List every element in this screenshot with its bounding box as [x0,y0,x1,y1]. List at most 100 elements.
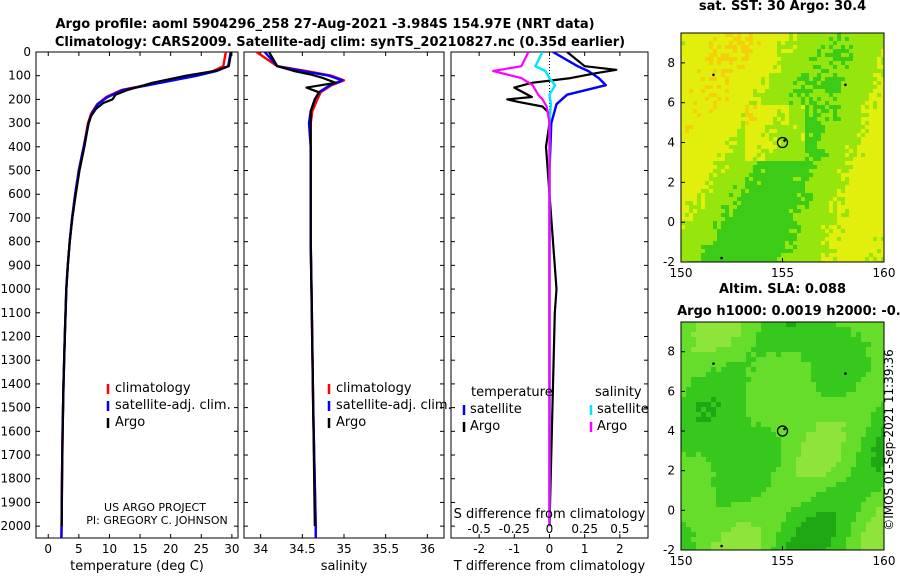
sst_map-cell [793,221,798,226]
sst_map-cell [693,173,698,178]
sst_map-cell [785,249,790,254]
sst_map-cell [753,101,758,106]
sla_map-cell [806,522,812,528]
sst_map-cell [681,225,686,230]
sla_map-cell [726,342,732,348]
sst_map-cell [705,121,710,126]
sst_map-cell [741,229,746,234]
sst_map-cell [817,245,822,250]
sla_map-cell [711,522,717,528]
sst_map-cell [781,49,786,54]
sst_map-cell [881,181,884,186]
sst_map-cell [725,33,730,38]
sla_map-cell [811,322,817,328]
sst_map-cell [713,49,718,54]
sst_map-cell [853,125,858,130]
sst_map-cell [829,169,834,174]
sst_map-cell [713,41,718,46]
sla_map-cell [721,322,727,328]
sst_map-cell [861,101,866,106]
sst_map-cell [777,189,782,194]
sla_map-cell [831,482,837,488]
sla_map-cell [796,442,802,448]
sla_map-cell [791,462,797,468]
sla_map-cell [746,322,752,328]
sla_map-cell [761,532,767,538]
sst_map-cell [837,217,842,222]
sst_map-cell [737,253,742,258]
sla_map-cell [736,422,742,428]
sla_map-cell [776,422,782,428]
sst_map-cell [693,161,698,166]
sst_map-cell [693,237,698,242]
sst_map-cell [825,145,830,150]
sst_map-cell [765,81,770,86]
sst_map-cell [689,121,694,126]
sla_map-cell [851,422,857,428]
sst_map-cell [781,165,786,170]
sla_map-cell [741,392,747,398]
sla_map-cell [796,357,802,363]
sla_map-cell [756,427,762,433]
sst_map-cell [845,49,850,54]
sla_map-cell [846,497,852,503]
sla_map-cell [811,402,817,408]
sst_map-cell [717,109,722,114]
sst_map-cell [821,37,826,42]
sla_map-cell [791,477,797,483]
sst_map-cell [701,77,706,82]
sla_map-cell [741,417,747,423]
sst_map-cell [773,169,778,174]
sla_map-cell [861,402,867,408]
sst_map-cell [737,193,742,198]
sst_map-cell [861,217,866,222]
sst_map-cell [705,149,710,154]
sla_map-cell [716,397,722,403]
sst_map-cell [833,57,838,62]
sst_map-cell [849,213,854,218]
sst_map-cell [753,133,758,138]
sst_map-cell [825,41,830,46]
sst_map-cell [745,113,750,118]
sla_map-cell [851,437,857,443]
sla_map-cell [696,522,702,528]
sla_map-cell [791,337,797,343]
sla_map-cell [751,532,757,538]
sst_map-cell [821,201,826,206]
sst_map-cell [869,133,874,138]
sst_map-cell [805,53,810,58]
sla_map-cell [851,447,857,453]
sla_map-cell [851,387,857,393]
sst_map-cell [837,57,842,62]
sst_map-cell [805,97,810,102]
sla_map-cell [871,487,877,493]
sst_map-cell [681,97,686,102]
sst_map-cell [801,101,806,106]
sst_map-cell [713,233,718,238]
sst_map-cell [845,89,850,94]
sla_map-cell [766,482,772,488]
sst_map-cell [769,105,774,110]
sla_map-cell [726,477,732,483]
sla_map-cell [711,427,717,433]
sla_map-cell [796,327,802,333]
sst_map-cell [741,201,746,206]
sla_map-cell [796,487,802,493]
sst_map-cell [701,57,706,62]
sla_map-cell [841,412,847,418]
sla_map-cell [681,512,687,518]
sla_map-cell [716,382,722,388]
sst_map-cell [873,229,878,234]
sst_map-cell [681,93,686,98]
sst_map-cell [825,45,830,50]
sla_map-cell [881,352,884,358]
sst_map-cell [681,149,686,154]
sst_map-cell [757,245,762,250]
sla_map-cell [731,417,737,423]
sst_map-cell [773,93,778,98]
sla_map-cell [776,462,782,468]
sst_map-cell [721,65,726,70]
sst_map-cell [865,257,870,262]
sla_map-cell [846,372,852,378]
sst_map-cell [681,257,686,262]
